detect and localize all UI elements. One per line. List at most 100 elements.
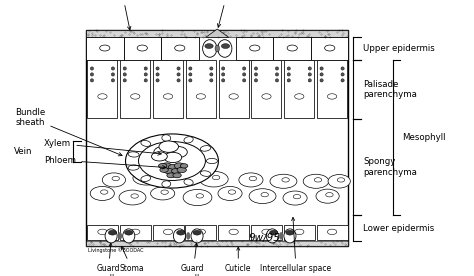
Ellipse shape <box>156 67 159 70</box>
Circle shape <box>125 230 133 235</box>
Circle shape <box>159 141 179 152</box>
Circle shape <box>164 229 173 235</box>
Ellipse shape <box>191 229 203 243</box>
Bar <box>86 241 348 246</box>
Bar <box>317 225 347 240</box>
Circle shape <box>250 45 260 51</box>
Ellipse shape <box>255 79 257 82</box>
Circle shape <box>196 194 203 198</box>
Bar <box>252 60 282 118</box>
Circle shape <box>177 175 184 180</box>
Ellipse shape <box>239 173 263 187</box>
Ellipse shape <box>287 79 291 82</box>
Ellipse shape <box>221 79 225 82</box>
Circle shape <box>286 230 294 235</box>
Ellipse shape <box>308 73 311 76</box>
Bar <box>218 225 249 240</box>
Circle shape <box>326 193 333 197</box>
Ellipse shape <box>320 67 323 70</box>
Ellipse shape <box>284 229 296 243</box>
Text: Bundle
sheath: Bundle sheath <box>15 108 122 156</box>
Text: Cuticle: Cuticle <box>108 0 137 30</box>
Circle shape <box>164 168 173 174</box>
Ellipse shape <box>123 79 127 82</box>
Ellipse shape <box>186 232 191 240</box>
Ellipse shape <box>151 187 175 200</box>
Circle shape <box>109 230 117 235</box>
Circle shape <box>221 44 230 49</box>
Circle shape <box>196 229 206 235</box>
Bar <box>251 225 282 240</box>
Circle shape <box>131 194 138 198</box>
Ellipse shape <box>177 79 180 82</box>
Ellipse shape <box>275 67 279 70</box>
Circle shape <box>173 173 181 178</box>
Bar <box>284 225 315 240</box>
Ellipse shape <box>189 73 192 76</box>
Bar <box>124 37 161 60</box>
Bar <box>236 37 273 60</box>
Circle shape <box>196 94 206 99</box>
Circle shape <box>172 169 180 173</box>
Text: Guard cells: Guard cells <box>202 0 251 27</box>
Circle shape <box>160 168 168 172</box>
Ellipse shape <box>243 67 246 70</box>
Circle shape <box>337 178 345 182</box>
Ellipse shape <box>184 179 193 185</box>
Ellipse shape <box>316 189 339 203</box>
Bar <box>161 37 199 60</box>
Ellipse shape <box>111 73 115 76</box>
Bar <box>273 37 311 60</box>
Ellipse shape <box>173 229 185 243</box>
Text: Phloem: Phloem <box>44 156 166 169</box>
Ellipse shape <box>303 174 329 188</box>
Ellipse shape <box>215 45 219 52</box>
Polygon shape <box>206 29 229 37</box>
Ellipse shape <box>123 67 127 70</box>
Ellipse shape <box>183 189 212 206</box>
Circle shape <box>167 173 175 178</box>
Text: Xylem: Xylem <box>44 139 161 155</box>
Ellipse shape <box>90 186 114 200</box>
Ellipse shape <box>189 79 192 82</box>
Circle shape <box>229 229 238 235</box>
Circle shape <box>138 142 205 181</box>
Ellipse shape <box>266 229 278 243</box>
Ellipse shape <box>111 79 115 82</box>
Circle shape <box>100 190 108 194</box>
Ellipse shape <box>162 135 171 141</box>
Ellipse shape <box>308 79 311 82</box>
Ellipse shape <box>144 79 147 82</box>
Text: Guard
cell: Guard cell <box>97 243 120 276</box>
Ellipse shape <box>210 67 213 70</box>
Circle shape <box>168 164 178 170</box>
Text: 9w/95: 9w/95 <box>249 233 281 243</box>
Circle shape <box>180 164 188 168</box>
Circle shape <box>325 45 335 51</box>
Ellipse shape <box>308 67 311 70</box>
Ellipse shape <box>206 158 218 164</box>
Bar <box>120 60 150 118</box>
Circle shape <box>112 176 119 181</box>
Ellipse shape <box>144 73 147 76</box>
Ellipse shape <box>91 73 93 76</box>
Circle shape <box>131 229 140 235</box>
Ellipse shape <box>341 79 344 82</box>
Text: Stoma: Stoma <box>119 246 144 273</box>
Ellipse shape <box>210 73 213 76</box>
Bar <box>153 60 183 118</box>
Circle shape <box>158 163 167 168</box>
Circle shape <box>205 44 213 49</box>
Ellipse shape <box>320 73 323 76</box>
Text: Mesophyll: Mesophyll <box>402 133 446 142</box>
Circle shape <box>174 45 185 51</box>
Circle shape <box>295 94 304 99</box>
Text: Palisade
parenchyma: Palisade parenchyma <box>363 79 417 99</box>
Circle shape <box>161 190 168 194</box>
Circle shape <box>177 230 185 235</box>
Ellipse shape <box>177 73 180 76</box>
Ellipse shape <box>243 79 246 82</box>
Bar <box>86 30 348 37</box>
Circle shape <box>295 229 304 235</box>
Ellipse shape <box>177 67 180 70</box>
